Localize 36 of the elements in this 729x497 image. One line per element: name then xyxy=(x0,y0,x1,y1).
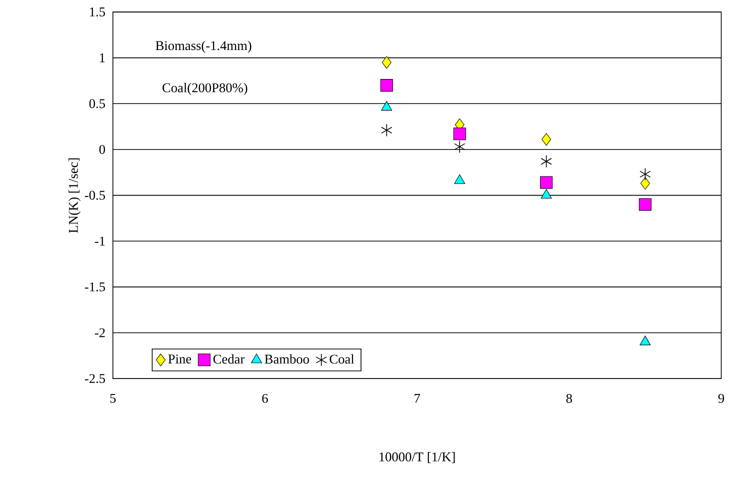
point xyxy=(381,124,392,136)
y-tick-label: 1 xyxy=(100,53,105,62)
point xyxy=(542,132,552,146)
x-tick-label: 9 xyxy=(718,394,724,403)
x-axis-title: 10000/T [1/K] xyxy=(380,452,455,463)
annotation: Biomass(-1.4mm) xyxy=(156,40,252,53)
point xyxy=(640,176,650,190)
y-axis-title: LN(K) [1/sec] xyxy=(68,158,81,233)
annotation: Coal(200P80%) xyxy=(162,82,248,95)
point xyxy=(640,335,651,345)
y-tick-label: -0.5 xyxy=(84,190,105,200)
legend-label: Cedar xyxy=(213,354,245,364)
point xyxy=(380,78,393,92)
point xyxy=(382,56,392,68)
y-tick-label: 1.5 xyxy=(90,7,105,16)
point xyxy=(640,168,651,180)
legend-label: Pine xyxy=(168,354,192,364)
point xyxy=(454,140,466,153)
y-tick-label: 0.5 xyxy=(89,98,105,108)
point xyxy=(540,154,552,168)
point xyxy=(540,176,553,188)
legend-label: Bamboo xyxy=(264,354,310,364)
x-tick-label: 5 xyxy=(110,394,116,403)
x-tick-label: 8 xyxy=(566,394,572,403)
y-tick-label: -2 xyxy=(94,328,105,337)
y-tick-label: 0 xyxy=(99,144,106,154)
point xyxy=(454,174,466,184)
y-tick-label: -1.5 xyxy=(84,282,105,292)
y-tick-label: -2.5 xyxy=(84,374,105,383)
y-tick-label: -1 xyxy=(94,236,105,246)
point xyxy=(453,127,466,140)
point xyxy=(638,198,652,210)
legend-label: Coal xyxy=(330,354,354,364)
x-tick-label: 6 xyxy=(262,394,268,403)
point xyxy=(540,188,552,198)
x-tick-label: 7 xyxy=(414,394,420,402)
